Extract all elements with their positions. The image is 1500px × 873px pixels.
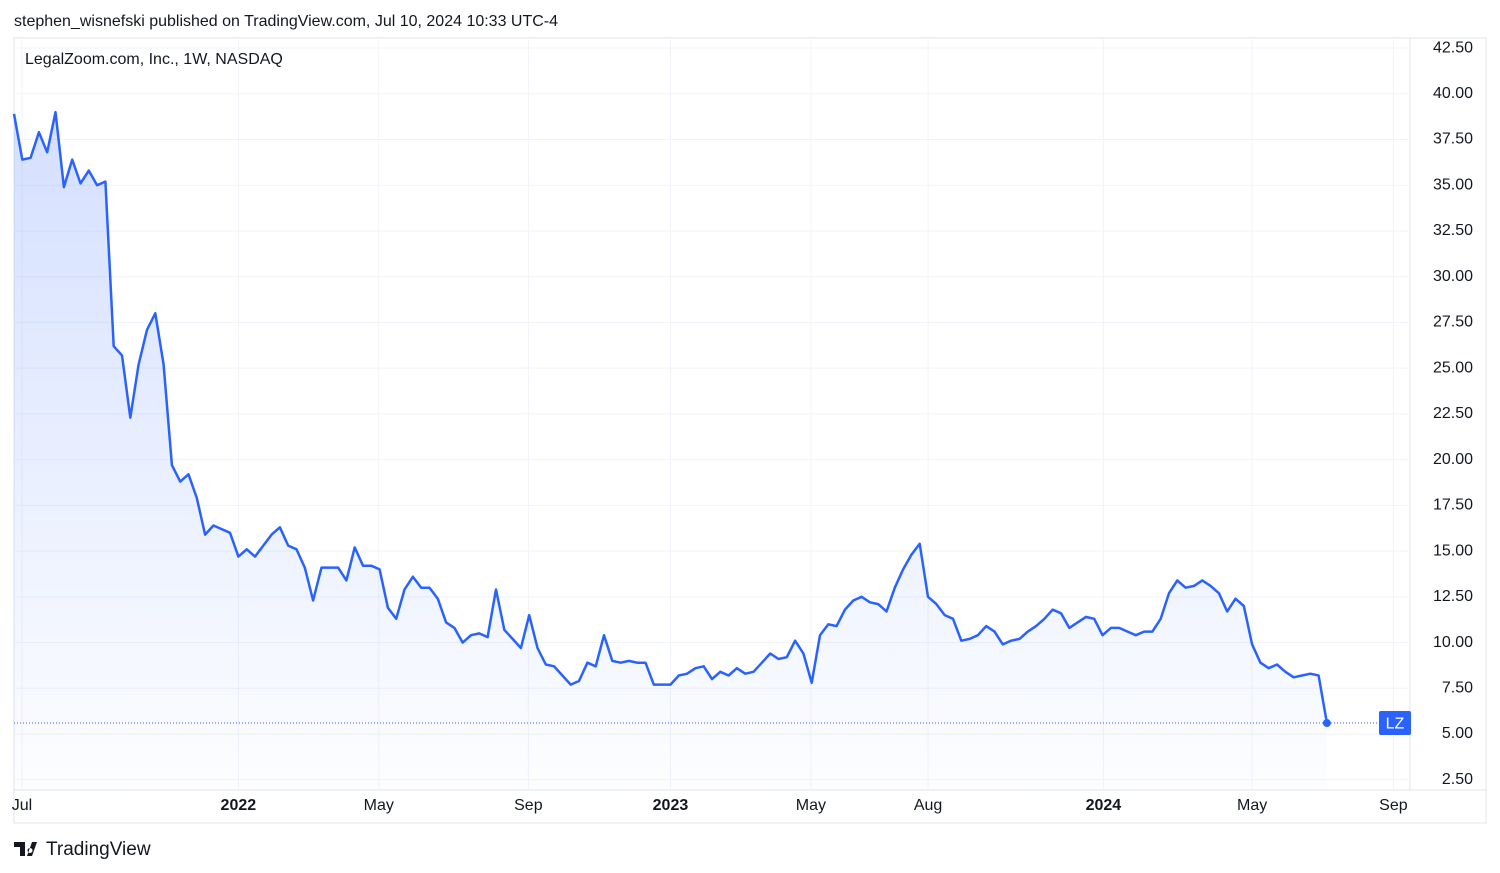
y-tick-label: 10.00	[1433, 634, 1473, 651]
price-line	[12, 110, 1329, 724]
x-tick-label: 2024	[1086, 797, 1122, 814]
y-tick-label: 32.50	[1433, 222, 1473, 239]
y-tick-label: 35.00	[1433, 176, 1473, 193]
y-tick-label: 40.00	[1433, 85, 1473, 102]
x-tick-label: 2023	[653, 797, 689, 814]
y-tick-label: 25.00	[1433, 359, 1473, 376]
x-tick-label: Jul	[12, 797, 32, 814]
y-tick-label: 42.50	[1433, 39, 1473, 56]
y-tick-label: 2.50	[1442, 771, 1473, 788]
footer-brand: TradingView	[46, 839, 151, 860]
y-tick-label: 17.50	[1433, 497, 1473, 514]
y-tick-label: 15.00	[1433, 542, 1473, 559]
y-tick-label: 20.00	[1433, 451, 1473, 468]
tradingview-logo	[14, 842, 37, 856]
x-tick-label: May	[364, 797, 394, 814]
x-tick-label: Sep	[1379, 797, 1408, 814]
y-tick-label: 12.50	[1433, 588, 1473, 605]
x-tick-label: May	[796, 797, 826, 814]
symbol-badge	[1379, 711, 1411, 736]
y-tick-label: 7.50	[1442, 680, 1473, 697]
y-tick-label: 27.50	[1433, 314, 1473, 331]
x-tick-label: May	[1237, 797, 1267, 814]
y-tick-label: 30.00	[1433, 268, 1473, 285]
y-tick-label: 5.00	[1442, 725, 1473, 742]
y-tick-label: 37.50	[1433, 131, 1473, 148]
chart-title: LegalZoom.com, Inc., 1W, NASDAQ	[25, 51, 283, 68]
symbol-badge-label: LZ	[1386, 715, 1405, 732]
x-tick-label: Aug	[914, 797, 942, 814]
x-tick-label: Sep	[514, 797, 543, 814]
area-fill	[14, 112, 1327, 789]
last-price-dot	[1322, 719, 1331, 728]
y-tick-label: 22.50	[1433, 405, 1473, 422]
x-tick-label: 2022	[221, 797, 257, 814]
publish-header: stephen_wisnefski published on TradingVi…	[14, 13, 558, 30]
